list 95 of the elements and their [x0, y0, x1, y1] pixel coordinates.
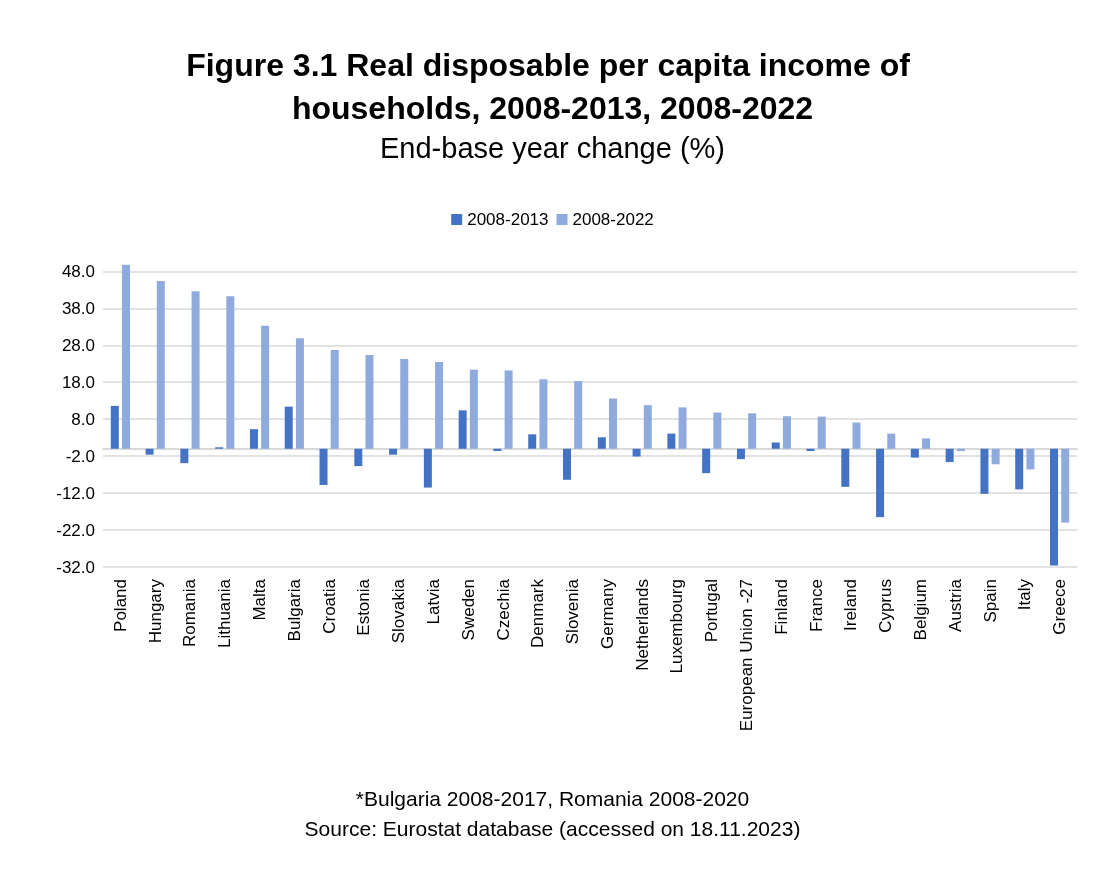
legend-label: 2008-2022 — [572, 210, 654, 229]
bar — [713, 412, 722, 449]
x-tick-label: France — [806, 579, 826, 632]
bar — [400, 358, 409, 449]
bar — [528, 434, 537, 449]
bar — [782, 416, 791, 449]
x-tick-label: Greece — [1050, 579, 1070, 635]
bar — [284, 406, 293, 449]
x-tick-label: Hungary — [145, 578, 165, 644]
legend-label: 2008-2013 — [467, 210, 549, 229]
bar — [736, 448, 745, 460]
bar — [191, 291, 200, 449]
x-tick-label: Belgium — [910, 579, 930, 641]
x-tick-label: Cyprus — [876, 579, 896, 633]
bar — [991, 448, 1000, 465]
bar — [389, 448, 398, 455]
bar — [817, 416, 826, 449]
x-tick-label: Estonia — [354, 578, 374, 636]
bar — [608, 398, 617, 449]
x-tick-label: Denmark — [528, 578, 548, 648]
bar — [748, 413, 757, 449]
y-tick-label: 18.0 — [61, 372, 95, 392]
bar — [771, 442, 780, 449]
x-tick-label: Spain — [980, 579, 1000, 623]
x-tick-label: Slovenia — [563, 578, 583, 645]
x-tick-label: Portugal — [702, 579, 722, 643]
bar — [180, 448, 189, 464]
y-tick-label: 8.0 — [71, 409, 95, 429]
bar — [1015, 448, 1024, 490]
bar — [539, 379, 548, 449]
y-tick-label: 38.0 — [61, 298, 95, 318]
x-tick-label: Luxembourg — [667, 579, 687, 674]
bar — [226, 296, 235, 449]
bar — [110, 405, 119, 449]
x-tick-label: Romania — [180, 578, 200, 648]
bar — [354, 448, 363, 467]
y-tick-label: -12.0 — [56, 483, 95, 503]
bar — [435, 361, 444, 449]
x-tick-label: Italy — [1015, 578, 1035, 611]
x-tick-label: Bulgaria — [284, 578, 304, 642]
x-tick-label: Germany — [597, 578, 617, 649]
bar — [249, 429, 258, 449]
x-tick-label: Sweden — [458, 579, 478, 641]
bar — [423, 448, 432, 488]
y-tick-label: -32.0 — [56, 557, 95, 577]
bar — [667, 433, 676, 449]
bar — [980, 448, 989, 494]
bar — [841, 448, 850, 487]
y-tick-label: -2.0 — [65, 446, 95, 466]
bar — [597, 437, 606, 449]
bar — [887, 433, 896, 449]
x-tick-label: Finland — [771, 579, 791, 635]
y-tick-label: -22.0 — [56, 520, 95, 540]
bar — [1061, 448, 1070, 523]
x-tick-label: European Union -27 — [737, 579, 757, 732]
bar — [1050, 448, 1059, 566]
bar — [910, 448, 919, 458]
chart-title: Figure 3.1 Real disposable per capita income of households, 2008-2013, 2008-2022 — [186, 46, 919, 126]
bar — [319, 448, 328, 485]
bar — [121, 264, 130, 449]
x-tick-label: Lithuania — [215, 578, 235, 649]
text: *Bulgaria 2008-2017, Romania 2008-2020 — [355, 787, 750, 810]
source-note: Source: Eurostat database (accessed on 18.11.2023) — [304, 817, 801, 840]
bar — [295, 338, 304, 449]
bar — [330, 350, 339, 449]
chart-subtitle: End-base year change (%) — [380, 131, 725, 164]
bar — [702, 448, 711, 474]
bar — [1026, 448, 1035, 470]
bar — [945, 448, 954, 463]
bar — [922, 438, 931, 449]
x-tick-label: Austria — [945, 578, 965, 632]
x-tick-label: Netherlands — [632, 579, 652, 671]
y-tick-label: 48.0 — [61, 261, 95, 281]
x-tick-label: Malta — [250, 578, 270, 621]
bar — [261, 325, 270, 449]
x-tick-label: Croatia — [319, 578, 339, 634]
x-tick-label: Slovakia — [389, 578, 409, 644]
bar — [643, 405, 652, 449]
x-tick-label: Poland — [110, 579, 130, 632]
bar — [632, 448, 641, 457]
x-tick-label: Czechia — [493, 578, 513, 641]
bar — [156, 281, 165, 449]
bar — [458, 410, 467, 449]
bar — [574, 381, 583, 449]
bar — [145, 448, 154, 455]
bar — [469, 369, 478, 449]
bar — [852, 422, 861, 449]
bar — [563, 448, 572, 480]
y-tick-label: 28.0 — [61, 335, 95, 355]
bar — [678, 407, 687, 449]
x-tick-label: Ireland — [841, 579, 861, 631]
bar — [365, 354, 374, 449]
bar — [876, 448, 885, 518]
bar — [504, 370, 513, 449]
x-tick-label: Latvia — [423, 578, 443, 625]
